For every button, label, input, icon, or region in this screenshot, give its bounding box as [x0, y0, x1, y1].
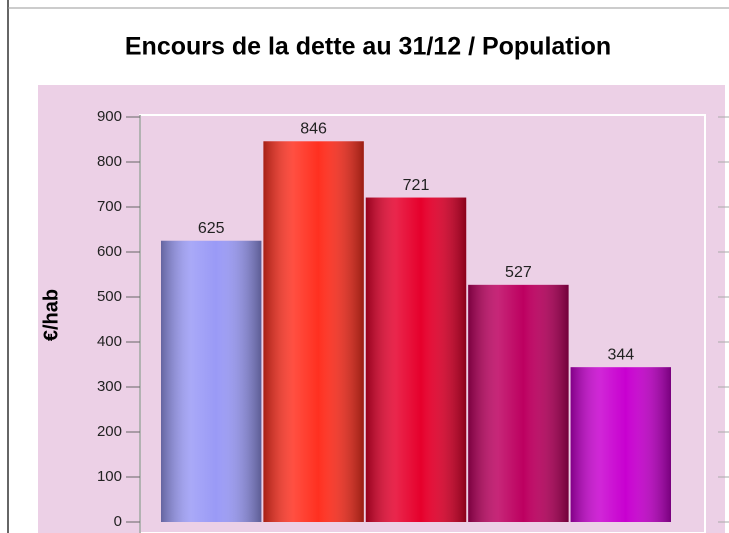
- data-label: 721: [403, 177, 430, 194]
- data-label: 344: [607, 346, 634, 363]
- bar-shade: [161, 240, 262, 522]
- y-tick-label: 900: [97, 108, 122, 125]
- y-tick-label: 100: [97, 468, 122, 485]
- bar-shade: [365, 197, 467, 523]
- y-tick-label: 800: [97, 153, 122, 170]
- chart-title: Encours de la dette au 31/12 / Populatio…: [125, 33, 611, 61]
- y-tick-label: 500: [97, 288, 122, 305]
- data-label: 527: [505, 264, 532, 281]
- data-label: 846: [300, 121, 327, 138]
- data-label: 625: [198, 220, 225, 237]
- y-tick-label: 200: [97, 423, 122, 440]
- marks: 0 100 200 300 400 500 600 700 800 900 625 846 721 527…: [97, 108, 729, 533]
- y-tick-label: 700: [97, 198, 122, 215]
- y-tick-label: 300: [97, 378, 122, 395]
- bar-shade: [263, 141, 364, 523]
- y-tick-label: 600: [97, 243, 122, 260]
- y-tick-label: 0: [114, 513, 122, 530]
- y-tick-label: 400: [97, 333, 122, 350]
- bar-shade: [570, 367, 671, 522]
- y-axis-label: €/hab: [40, 289, 62, 341]
- bar-shade: [468, 284, 569, 522]
